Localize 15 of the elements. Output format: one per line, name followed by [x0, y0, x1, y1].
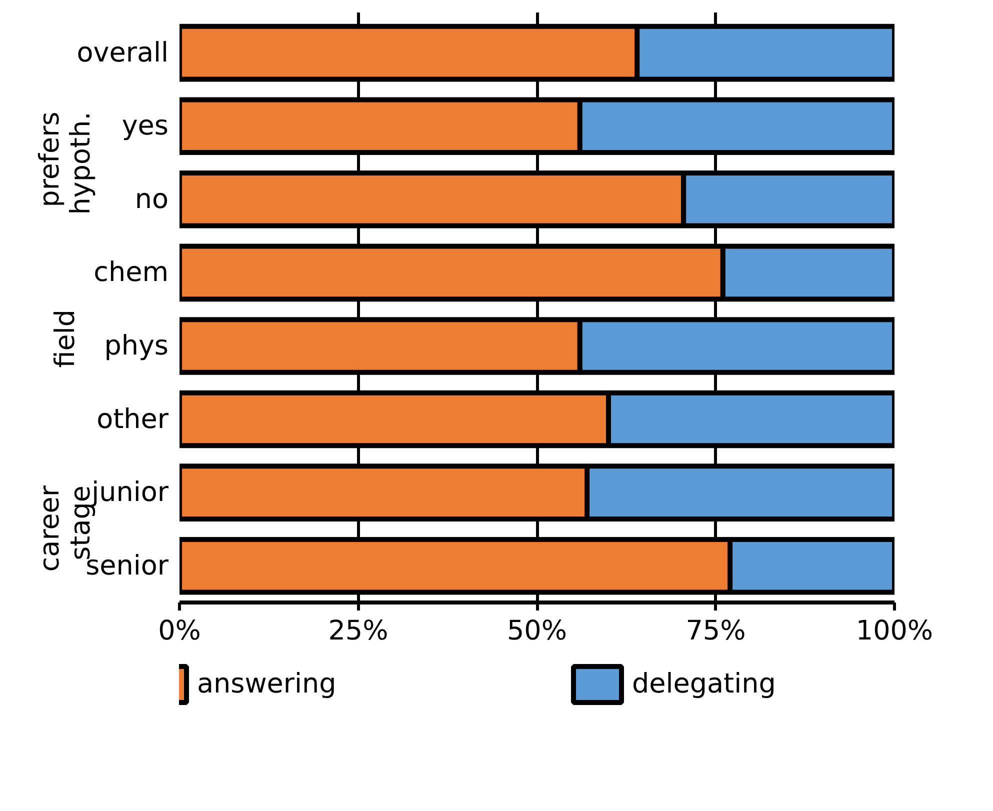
y-tick-label: other	[96, 404, 170, 435]
y-tick-label: yes	[122, 110, 169, 142]
y-tick-label: phys	[104, 330, 168, 362]
text: field	[50, 310, 81, 368]
x-tick-label: 50%	[506, 616, 568, 646]
y-tick-label: chem	[94, 257, 169, 288]
y-tick-label: overall	[76, 37, 169, 68]
x-tick-label: 100%	[856, 616, 934, 646]
y-tick-label: no	[134, 184, 169, 215]
x-tick-label: 0%	[158, 616, 201, 646]
legend-label: answering	[197, 668, 338, 700]
x-tick-label: 25%	[328, 616, 388, 646]
text: prefers hypoth.	[34, 112, 96, 215]
x-tick-label: 75%	[686, 616, 746, 646]
legend-label: delegating	[632, 668, 777, 700]
